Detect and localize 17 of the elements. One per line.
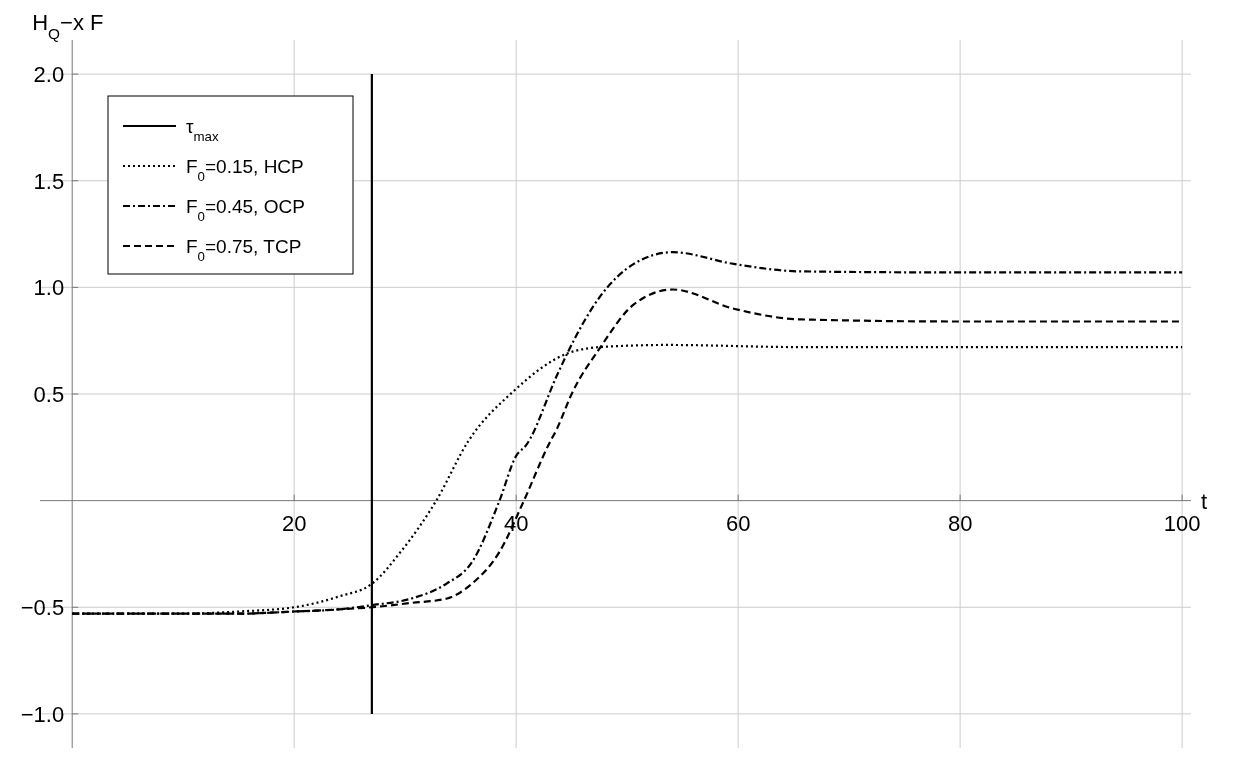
y-tick-label: −1.0 bbox=[20, 701, 65, 727]
x-tick-label: 60 bbox=[725, 510, 751, 536]
y-tick-label: −0.5 bbox=[20, 595, 65, 621]
x-tick-label: 20 bbox=[281, 510, 307, 536]
legend-label: F$_{0}$=0.15, HCP bbox=[186, 156, 304, 184]
x-tick-label: 100 bbox=[1163, 510, 1201, 536]
x-tick-label: 40 bbox=[503, 510, 529, 536]
legend-label: τ$_{max}$ bbox=[186, 116, 219, 144]
y-axis-title: H$_{Q}$−x F bbox=[32, 10, 104, 42]
y-tick-label: 2.0 bbox=[33, 62, 65, 88]
x-axis-title: t bbox=[1201, 488, 1208, 514]
y-tick-label: 1.0 bbox=[33, 275, 65, 301]
y-tick-label: 0.5 bbox=[33, 382, 65, 407]
legend-label: F$_{0}$=0.75, TCP bbox=[186, 236, 302, 264]
legend-label: F$_{0}$=0.45, OCP bbox=[186, 196, 305, 224]
x-tick-label: 80 bbox=[947, 510, 973, 536]
y-tick-label: 1.5 bbox=[33, 168, 65, 194]
